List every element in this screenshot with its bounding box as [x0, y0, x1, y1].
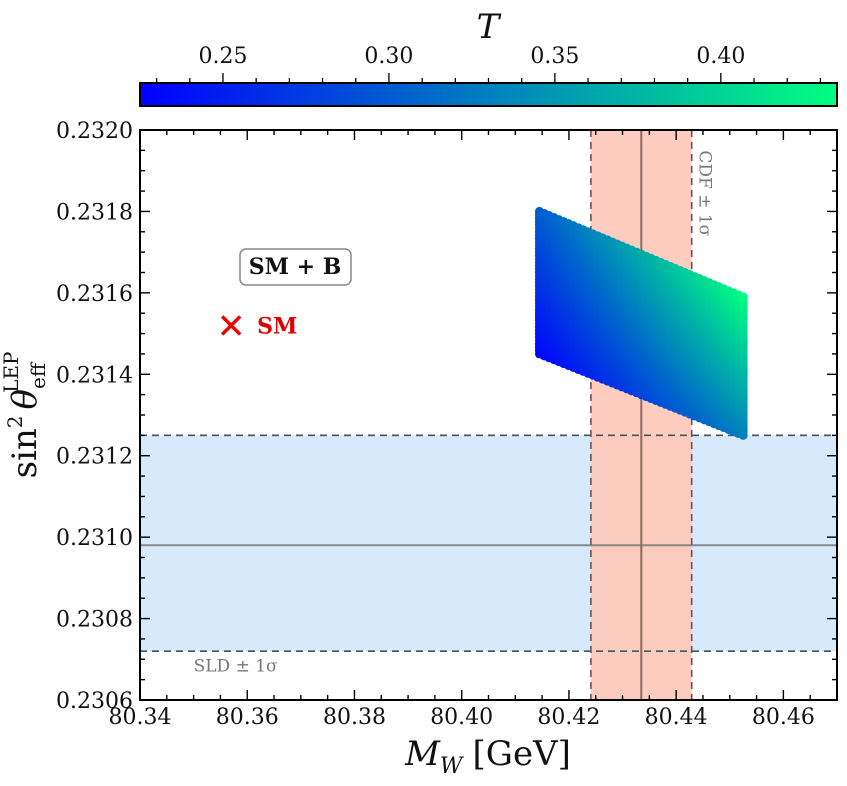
x-tick-label: 80.40 — [430, 705, 493, 730]
colorbar-tick-label: 0.35 — [530, 44, 579, 69]
legend: SM + B — [239, 248, 352, 286]
colorbar-ticks: 0.25 0.30 0.35 0.40 — [155, 44, 822, 83]
x-axis-label: MW [GeV] — [404, 734, 571, 779]
sm-label: SM — [257, 313, 297, 339]
scan-point — [738, 292, 748, 302]
x-axis-label-unit: [GeV] — [473, 734, 571, 774]
y-tick-label: 0.2306 — [56, 689, 133, 714]
x-axis-label-main: M — [404, 734, 441, 774]
y-axis-label-sup2: LEP — [0, 352, 23, 393]
y-tick-label: 0.2308 — [56, 608, 133, 633]
x-tick-label: 80.46 — [752, 705, 815, 730]
x-tick-label: 80.36 — [216, 705, 279, 730]
y-axis-label-main: sin — [5, 428, 45, 478]
y-tick-label: 0.2318 — [56, 200, 133, 225]
colorbar: 0.25 0.30 0.35 0.40 T — [139, 7, 838, 107]
colorbar-tick-label: 0.40 — [696, 44, 745, 69]
sm-marker — [220, 315, 242, 336]
y-tick-label: 0.2310 — [56, 526, 133, 551]
x-tick-label: 80.44 — [645, 705, 708, 730]
y-tick-label: 0.2312 — [56, 445, 133, 470]
legend-label: SM + B — [249, 254, 342, 280]
cdf-band-label: CDF ± 1σ — [695, 150, 715, 236]
colorbar-tick-label: 0.25 — [198, 44, 247, 69]
y-axis-label-theta: θ — [5, 389, 45, 409]
y-axis-ticks: 0.2306 0.2308 0.2310 0.2312 0.2314 0.2316 0.23… — [56, 119, 837, 714]
y-tick-label: 0.2316 — [56, 282, 133, 307]
sld-band-label: SLD ± 1σ — [194, 657, 278, 677]
plot-area — [140, 130, 837, 700]
colorbar-tick-label: 0.30 — [364, 44, 413, 69]
x-axis-label-sub: W — [440, 754, 465, 779]
x-tick-label: 80.38 — [323, 705, 386, 730]
y-axis-label: sin2 θeffLEP — [0, 352, 50, 479]
x-axis-ticks: 80.34 80.36 80.38 80.40 80.42 80.44 80.46 — [109, 130, 838, 730]
colorbar-gradient — [139, 82, 838, 107]
x-tick-label: 80.42 — [537, 705, 600, 730]
y-axis-label-sub: eff — [26, 361, 50, 389]
sm-marker-stroke — [220, 315, 242, 336]
y-axis-label-sup: 2 — [3, 415, 27, 428]
legend-box — [239, 248, 352, 286]
x-tick-label: 80.34 — [109, 705, 172, 730]
colorbar-label: T — [477, 7, 502, 47]
scan-region — [534, 206, 748, 440]
sld-band — [140, 435, 837, 652]
y-tick-label: 0.2314 — [56, 363, 133, 388]
y-tick-label: 0.2320 — [56, 119, 133, 144]
